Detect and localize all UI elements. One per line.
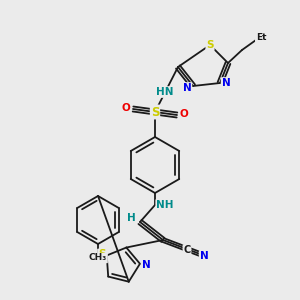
Text: S: S [98, 250, 106, 260]
Text: N: N [183, 83, 191, 93]
Text: HN: HN [156, 87, 174, 97]
Text: S: S [151, 106, 159, 118]
Text: N: N [222, 78, 230, 88]
Text: N: N [200, 251, 208, 261]
Text: H: H [127, 213, 135, 223]
Text: N: N [142, 260, 150, 270]
Text: NH: NH [156, 200, 174, 210]
Text: CH₃: CH₃ [89, 254, 107, 262]
Text: S: S [206, 40, 214, 50]
Text: O: O [180, 109, 188, 119]
Text: O: O [122, 103, 130, 113]
Text: C: C [183, 245, 190, 255]
Text: Et: Et [256, 32, 266, 41]
